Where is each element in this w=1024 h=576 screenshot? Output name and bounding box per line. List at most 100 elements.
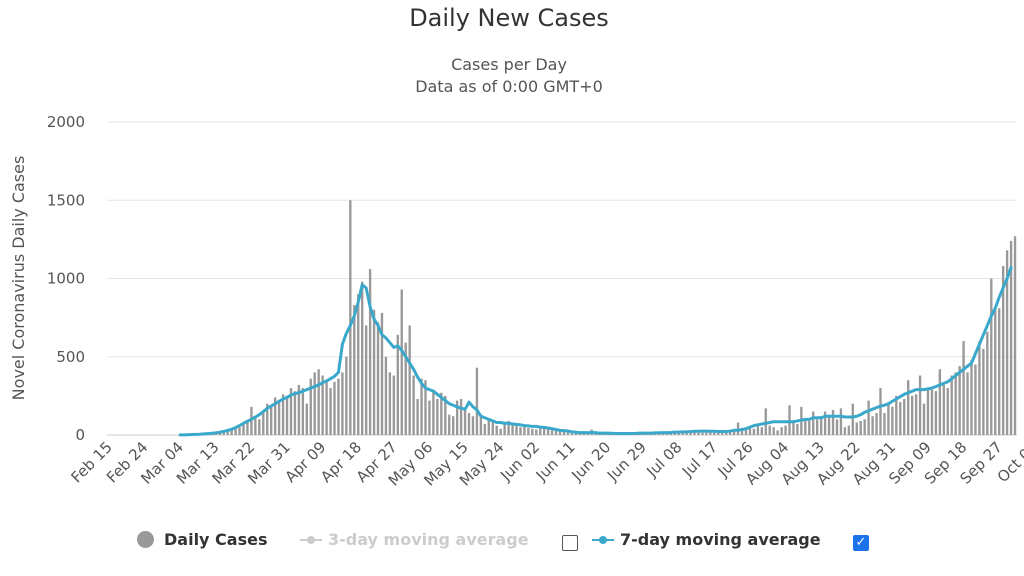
daily-case-bar bbox=[531, 428, 534, 435]
daily-case-bar bbox=[467, 413, 471, 435]
daily-case-bar bbox=[475, 367, 479, 435]
daily-case-bar bbox=[986, 331, 989, 435]
daily-case-bar bbox=[910, 395, 914, 436]
daily-case-bar bbox=[376, 322, 380, 435]
daily-case-bar bbox=[440, 392, 443, 435]
daily-case-bar bbox=[930, 389, 934, 435]
daily-case-bar bbox=[855, 422, 858, 435]
daily-case-bar bbox=[950, 375, 953, 435]
x-tick-label: Jul 17 bbox=[678, 438, 721, 481]
daily-case-bar bbox=[313, 372, 316, 435]
daily-case-bar bbox=[914, 394, 918, 435]
legend-label-7-day-average: 7-day moving average bbox=[620, 530, 821, 549]
legend-label-daily-cases: Daily Cases bbox=[164, 530, 268, 549]
daily-case-bar bbox=[554, 430, 558, 435]
daily-case-bar bbox=[812, 411, 815, 435]
daily-case-bar bbox=[796, 424, 799, 435]
daily-case-bar bbox=[760, 427, 763, 435]
legend-item-7-day-average[interactable]: 7-day moving average bbox=[592, 530, 821, 549]
daily-case-bar bbox=[744, 429, 748, 435]
daily-case-bar bbox=[990, 278, 993, 435]
daily-case-bar bbox=[883, 413, 886, 435]
daily-case-bar bbox=[368, 269, 372, 435]
daily-case-bar bbox=[867, 400, 870, 435]
daily-case-bar bbox=[819, 416, 823, 435]
daily-case-bar bbox=[266, 403, 269, 435]
daily-case-bar bbox=[535, 429, 538, 435]
daily-case-bar bbox=[740, 430, 744, 435]
daily-case-bar bbox=[273, 397, 277, 435]
x-tick-label: Jun 11 bbox=[532, 438, 579, 485]
daily-case-bar bbox=[954, 372, 957, 435]
daily-case-bar bbox=[701, 432, 704, 435]
daily-case-bar bbox=[357, 294, 360, 435]
daily-case-bar bbox=[305, 403, 308, 435]
daily-case-bar bbox=[871, 416, 874, 435]
daily-case-bar bbox=[732, 431, 736, 435]
legend-item-3-day-average[interactable]: 3-day moving average bbox=[300, 530, 529, 549]
daily-case-bar bbox=[364, 325, 368, 435]
daily-case-bar bbox=[970, 359, 973, 435]
daily-case-bar bbox=[277, 400, 281, 435]
x-tick-label: Jun 29 bbox=[603, 438, 650, 485]
daily-case-bar bbox=[851, 403, 854, 435]
toggle-3-day-average-checkbox[interactable] bbox=[562, 535, 578, 551]
daily-case-bar bbox=[242, 424, 245, 435]
daily-case-bar bbox=[550, 428, 554, 435]
daily-case-bar bbox=[895, 395, 898, 436]
daily-case-bar bbox=[685, 431, 688, 435]
x-tick-label: Jul 08 bbox=[642, 438, 685, 481]
y-tick-label: 0 bbox=[75, 426, 85, 444]
line-marker-icon bbox=[592, 534, 614, 546]
daily-case-bar bbox=[361, 281, 364, 435]
daily-case-bar bbox=[297, 384, 301, 435]
daily-case-bar bbox=[942, 384, 945, 435]
daily-case-bar bbox=[998, 308, 1001, 435]
daily-case-bar bbox=[262, 411, 265, 435]
daily-case-bar bbox=[392, 375, 396, 435]
y-axis-ticks: 0 500 1000 1500 2000 bbox=[47, 113, 85, 444]
daily-case-bar bbox=[962, 341, 965, 435]
daily-case-bar bbox=[709, 431, 712, 435]
daily-case-bar bbox=[491, 420, 494, 435]
seven-day-average-line bbox=[178, 266, 1013, 437]
daily-case-bar bbox=[234, 428, 237, 435]
daily-case-bar bbox=[384, 356, 388, 435]
daily-case-bar bbox=[804, 419, 807, 435]
daily-case-bar bbox=[226, 431, 229, 435]
x-tick-label: Jun 02 bbox=[496, 438, 543, 485]
daily-case-bar bbox=[463, 409, 467, 435]
daily-case-bar bbox=[230, 430, 233, 435]
daily-case-bar bbox=[776, 430, 779, 435]
daily-case-bar bbox=[780, 427, 783, 435]
daily-case-bar bbox=[768, 425, 771, 435]
daily-case-bar bbox=[309, 378, 312, 435]
daily-case-bar bbox=[689, 432, 692, 435]
daily-case-bar bbox=[570, 431, 574, 435]
daily-case-bar bbox=[404, 342, 407, 435]
legend-item-daily-cases[interactable]: Daily Cases bbox=[137, 530, 267, 549]
daily-case-bar bbox=[539, 427, 542, 435]
chart-subtitle: Cases per Day bbox=[451, 55, 567, 74]
daily-case-bar bbox=[523, 426, 526, 435]
daily-case-bar bbox=[681, 432, 684, 435]
daily-case-bar bbox=[471, 416, 475, 435]
daily-case-bar bbox=[594, 433, 597, 435]
daily-case-bar bbox=[748, 428, 752, 435]
daily-case-bar bbox=[891, 406, 894, 435]
daily-case-bar bbox=[218, 432, 221, 435]
daily-case-bar bbox=[511, 424, 514, 435]
daily-case-bar bbox=[337, 378, 340, 435]
daily-case-bar bbox=[974, 364, 977, 435]
daily-case-bar bbox=[946, 388, 949, 435]
daily-case-bar bbox=[333, 381, 336, 435]
daily-case-bar bbox=[527, 427, 530, 435]
daily-case-bar bbox=[958, 366, 961, 435]
toggle-7-day-average-checkbox[interactable]: ✓ bbox=[853, 535, 869, 551]
daily-case-bar bbox=[444, 395, 447, 436]
daily-case-bar bbox=[839, 408, 843, 435]
daily-case-bar bbox=[586, 433, 589, 435]
legend-label-3-day-average: 3-day moving average bbox=[328, 530, 529, 549]
daily-case-bar bbox=[792, 422, 795, 435]
